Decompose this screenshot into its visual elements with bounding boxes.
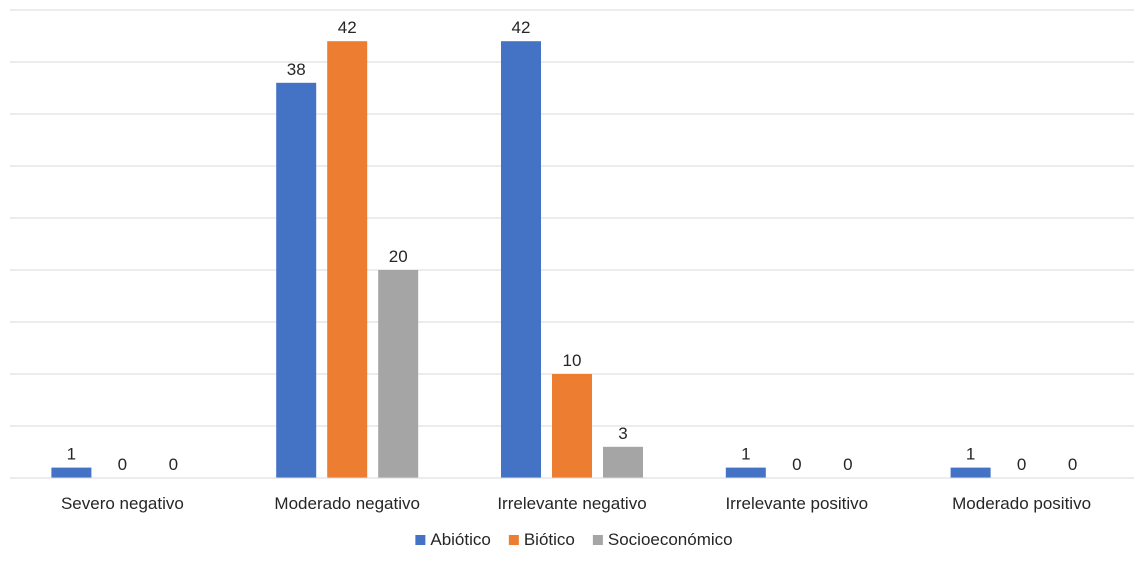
x-tick-label: Severo negativo [61,494,184,513]
bars [51,41,991,479]
data-label: 1 [741,445,750,464]
data-label: 3 [618,424,627,443]
legend: Abiótico Biótico Socioeconómico [415,530,733,549]
bar [950,467,991,478]
data-label: 42 [338,18,357,37]
legend-item: Socioeconómico [592,530,733,549]
data-label: 1 [966,445,975,464]
legend-label: Biótico [524,530,575,549]
x-tick-label: Moderado negativo [274,494,420,513]
data-label: 42 [512,18,531,37]
bar [501,41,541,478]
x-tick-label: Irrelevante negativo [497,494,646,513]
bar [276,82,317,479]
bar [327,41,368,478]
data-label: 20 [389,247,408,266]
bar [51,467,92,478]
bar [378,270,419,478]
legend-item: Biótico [508,530,575,549]
data-label: 0 [843,455,852,474]
data-label: 38 [287,60,306,79]
data-label: 10 [563,351,582,370]
legend-swatch [592,535,603,545]
bar [552,374,592,478]
data-label: 0 [1017,455,1026,474]
bar [603,446,643,478]
data-label: 0 [1068,455,1077,474]
gridlines [10,9,1134,427]
legend-item: Abiótico [415,530,491,549]
data-label: 0 [169,455,178,474]
data-label: 0 [792,455,801,474]
x-tick-label: Moderado positivo [952,494,1091,513]
data-label: 1 [67,445,76,464]
legend-swatch [508,535,519,545]
data-label: 0 [118,455,127,474]
x-tick-label: Irrelevante positivo [725,494,868,513]
legend-label: Abiótico [430,530,490,549]
x-axis: Severo negativo Moderado negativo Irreleva… [10,477,1134,513]
bar [725,467,766,478]
legend-label: Socioeconómico [608,530,733,549]
legend-swatch [415,535,426,545]
